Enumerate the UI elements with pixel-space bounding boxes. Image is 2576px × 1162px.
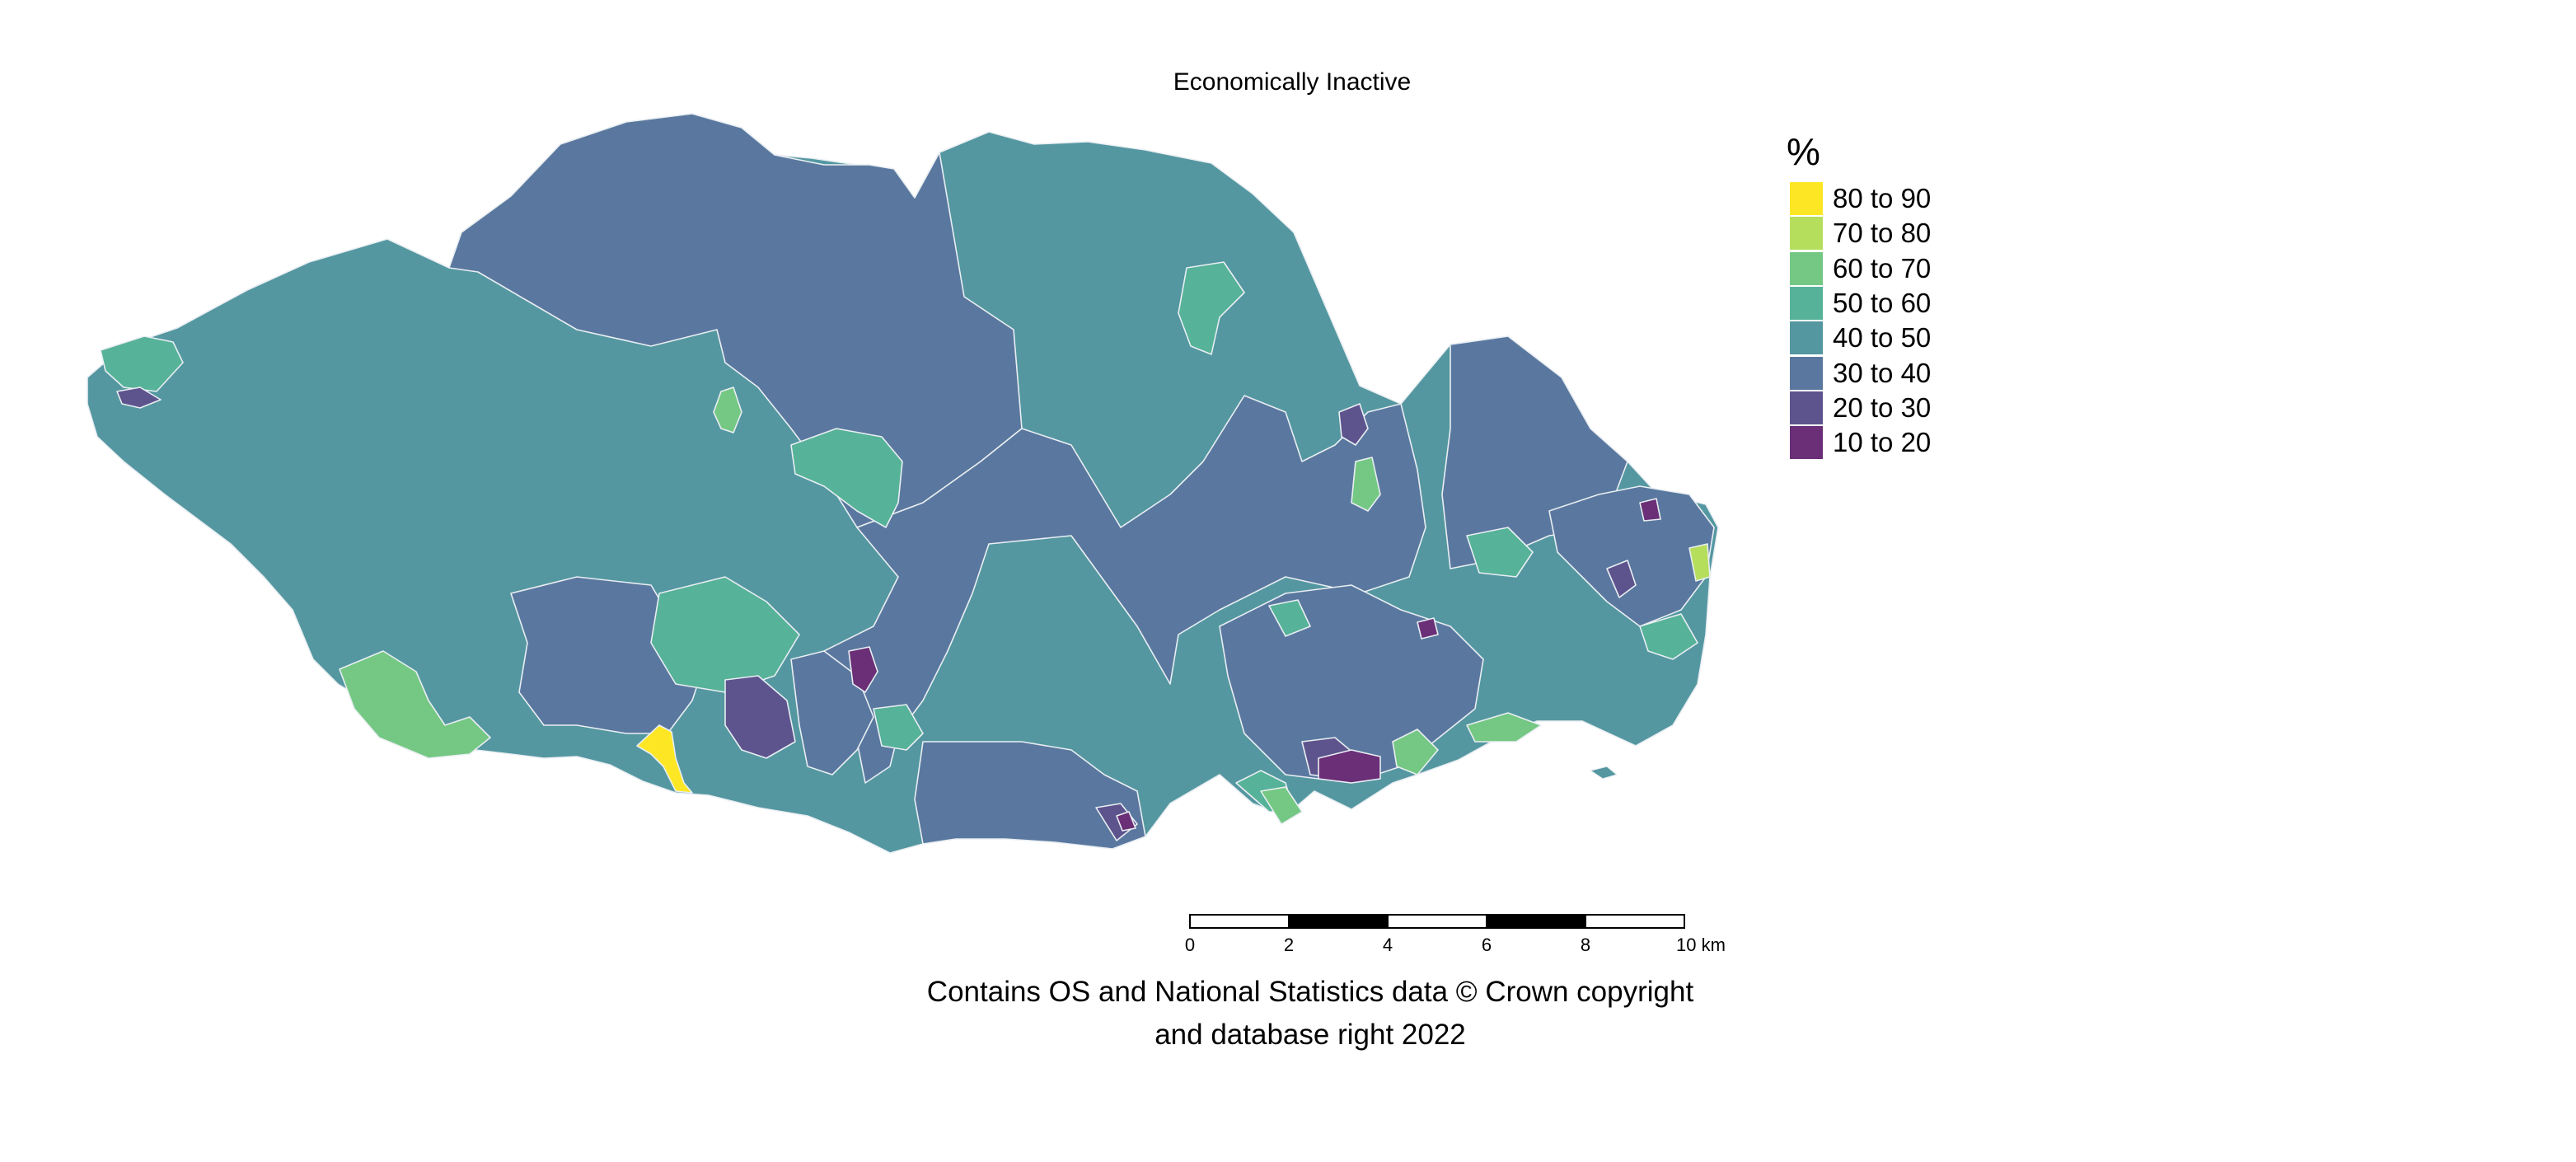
region-east-urban <box>1548 485 1715 627</box>
region-southwest-coast <box>339 650 491 759</box>
legend-swatch <box>1790 426 1823 460</box>
region-centre-spot <box>1268 599 1311 637</box>
legend-swatch <box>1790 251 1823 285</box>
region-dark-4 <box>1639 498 1661 522</box>
region-north-east-coast <box>1178 261 1245 355</box>
region-coast-green-1 <box>1466 712 1542 743</box>
legend: % 80 to 90 70 to 80 60 to 70 50 to 60 40 to … <box>1787 130 2001 460</box>
legend-label: 60 to 70 <box>1833 252 1932 283</box>
legend-item: 30 to 40 <box>1787 355 2001 390</box>
legend-swatch <box>1790 217 1823 251</box>
legend-label: 40 to 50 <box>1833 322 1932 354</box>
legend-label: 80 to 90 <box>1833 183 1932 214</box>
legend-label: 10 to 20 <box>1833 427 1932 458</box>
legend-item: 60 to 70 <box>1787 251 2001 286</box>
attribution-line-2: and database right 2022 <box>1155 1019 1466 1051</box>
region-dark-2 <box>1318 749 1381 784</box>
region-east-mid-green <box>1351 457 1381 512</box>
islet <box>1589 766 1618 780</box>
legend-title: % <box>1787 130 1820 173</box>
scale-tick-10: 10 km <box>1676 935 1726 955</box>
region-coast-green-2 <box>1260 786 1303 825</box>
legend-swatch <box>1790 356 1823 390</box>
legend-label: 30 to 40 <box>1833 357 1932 388</box>
legend-swatch <box>1790 182 1823 216</box>
map-title: Economically Inactive <box>1173 68 1412 96</box>
region-east-coastal <box>1466 527 1534 578</box>
scale-tick-2: 2 <box>1284 935 1294 955</box>
legend-item: 70 to 80 <box>1787 216 2001 251</box>
region-mid-south <box>650 576 800 693</box>
legend-item: 20 to 30 <box>1787 391 2001 425</box>
region-yellow <box>636 724 693 794</box>
region-dark-1 <box>848 646 878 693</box>
legend-label: 70 to 80 <box>1833 218 1932 249</box>
region-east-strip <box>1639 613 1698 660</box>
legend-item: 80 to 90 <box>1787 181 2001 216</box>
region-centre-band <box>807 395 1426 784</box>
scale-bar: 0 2 4 6 8 10 km <box>1185 914 1726 955</box>
region-west-small <box>116 387 162 409</box>
scale-tick-8: 8 <box>1581 935 1590 955</box>
region-east-urban-purple <box>1606 560 1637 598</box>
region-central-north <box>790 428 903 528</box>
region-sw-purple <box>724 675 796 759</box>
region-east-light <box>1688 543 1711 582</box>
region-central-green <box>713 387 742 433</box>
scale-tick-6: 6 <box>1482 935 1492 955</box>
attribution: Contains OS and National Statistics data… <box>898 971 1722 1057</box>
scale-tick-4: 4 <box>1383 935 1393 955</box>
region-south-lower <box>914 741 1146 850</box>
region-south-pocket <box>873 704 924 751</box>
legend-label: 50 to 60 <box>1833 288 1932 319</box>
legend-swatch <box>1790 287 1823 321</box>
region-dark-3 <box>1417 617 1439 640</box>
legend-swatch <box>1790 321 1823 355</box>
region-west-tip <box>100 335 184 392</box>
region-dark-5 <box>1116 811 1136 832</box>
region-south-green <box>1392 729 1439 775</box>
legend-swatch <box>1790 391 1823 424</box>
legend-item: 50 to 60 <box>1787 286 2001 321</box>
legend-label: 20 to 30 <box>1833 391 1932 423</box>
legend-items: 80 to 90 70 to 80 60 to 70 50 to 60 40 to 50… <box>1787 181 2001 460</box>
scale-tick-0: 0 <box>1185 935 1195 955</box>
legend-item: 10 to 20 <box>1787 425 2001 460</box>
legend-item: 40 to 50 <box>1787 321 2001 355</box>
attribution-line-1: Contains OS and National Statistics data… <box>926 976 1694 1008</box>
region-east-purple <box>1338 403 1369 446</box>
